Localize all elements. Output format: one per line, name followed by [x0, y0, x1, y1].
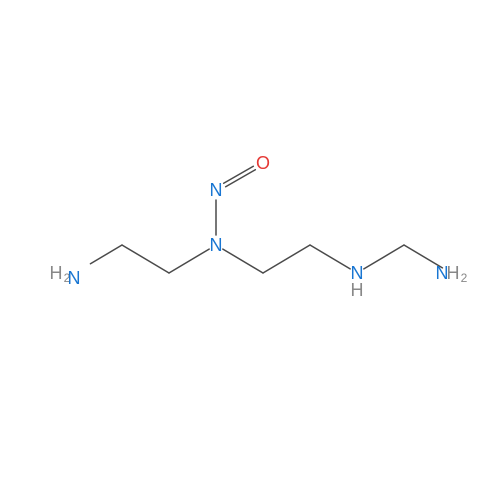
molecule-diagram: H2NNNHNH2NO [0, 0, 500, 500]
svg-text:N: N [210, 235, 223, 255]
svg-text:H: H [351, 280, 364, 300]
svg-text:N: N [210, 180, 223, 200]
svg-text:NH2: NH2 [436, 263, 468, 285]
svg-text:O: O [256, 153, 270, 173]
svg-text:H2N: H2N [50, 263, 81, 288]
